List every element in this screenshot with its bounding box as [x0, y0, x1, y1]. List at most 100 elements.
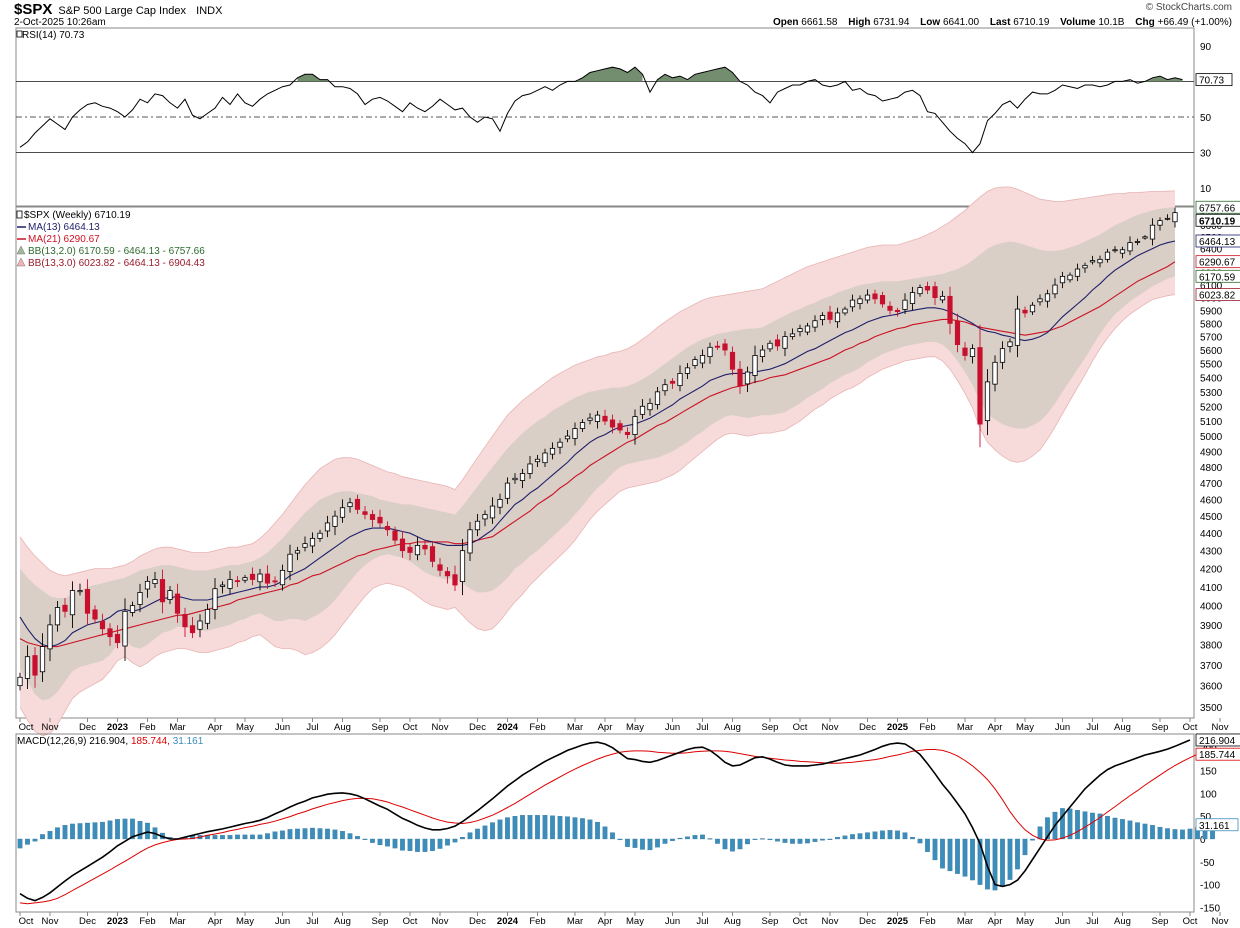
macd-histogram-bar [1075, 810, 1080, 840]
candle-body [459, 550, 466, 583]
candle-body [339, 507, 346, 518]
macd-histogram-bar [632, 838, 638, 848]
candle-body [482, 514, 488, 520]
macd-histogram-bar [842, 835, 848, 840]
candle-body [677, 373, 683, 386]
candle-body [159, 579, 166, 603]
candle-body [137, 592, 143, 605]
rsi-legend: RSI(14) 70.73 [22, 30, 85, 41]
candle-body [819, 315, 826, 321]
macd-histogram-bar [550, 815, 555, 840]
candle-body [309, 538, 316, 547]
rsi-ytick: 30 [1200, 149, 1212, 160]
macd-histogram-bar [400, 838, 405, 851]
macd-xaxis-label: Oct [403, 916, 418, 927]
macd-xaxis-label: Feb [139, 916, 155, 927]
candle-body [669, 380, 676, 384]
macd-histogram-bar [707, 838, 713, 840]
macd-xaxis-label: Apr [208, 916, 223, 927]
price-ytick: 5000 [1200, 432, 1223, 443]
candle-body [609, 419, 616, 428]
candle-body [107, 628, 113, 638]
candle-body [992, 361, 998, 385]
candle-body [542, 452, 548, 464]
macd-histogram-bar [475, 828, 480, 840]
candle-body [1059, 275, 1066, 284]
candle-body [519, 473, 526, 481]
candle-body [587, 417, 593, 421]
candle-body [167, 590, 173, 600]
candle-body [212, 588, 218, 610]
macd-histogram-bar [62, 825, 68, 840]
price-xaxis-label: Mar [169, 722, 185, 733]
macd-histogram-bar [565, 816, 570, 840]
macd-signal-line [19, 749, 1198, 905]
macd-histogram-bar [467, 832, 473, 840]
price-right-label-box [1195, 234, 1240, 248]
macd-histogram-bar [340, 831, 345, 840]
macd-histogram-bar [767, 838, 773, 841]
price-xaxis-label: Nov [1212, 722, 1229, 733]
macd-histogram-bar [917, 838, 923, 844]
candle-body [579, 422, 586, 429]
bb3-lower-line [19, 294, 1176, 737]
price-legend-entry: MA(21) 6290.67 [28, 234, 100, 245]
candle-body [92, 609, 98, 620]
macd-legend-signal: 185.744, [131, 736, 173, 747]
candle-body [594, 414, 601, 422]
candle-body [954, 320, 961, 346]
macd-histogram-bar [700, 834, 705, 840]
macd-xaxis-label: Feb [919, 916, 935, 927]
candle-body [782, 336, 788, 349]
price-ytick: 3900 [1200, 621, 1223, 632]
candle-body [362, 511, 368, 515]
candle-body [759, 349, 766, 358]
price-xaxis-label: Aug [334, 722, 351, 733]
candle-body [872, 293, 878, 300]
price-ytick: 6400 [1200, 245, 1223, 256]
macd-xaxis-label: Jun [665, 916, 680, 927]
candle-body [399, 538, 406, 552]
candle-body [414, 545, 421, 556]
price-ytick: 5600 [1200, 346, 1223, 357]
macd-histogram-bar [932, 838, 938, 861]
candle-body [984, 381, 991, 422]
candle-body [564, 435, 571, 440]
macd-histogram-bar [302, 828, 308, 840]
high-value: 6731.94 [873, 17, 910, 28]
price-xaxis-label: May [236, 722, 254, 733]
price-xaxis-label: Feb [529, 722, 545, 733]
rsi-current-label: 70.73 [1199, 76, 1224, 87]
price-ytick: 4200 [1200, 565, 1223, 576]
candle-body [1014, 308, 1021, 346]
macd-histogram-bar [1022, 838, 1028, 856]
macd-histogram-bar [962, 838, 968, 877]
candle-body [377, 516, 383, 524]
macd-histogram-bar [25, 838, 30, 845]
macd-histogram-bar [32, 838, 38, 842]
macd-histogram-bar [557, 816, 563, 840]
candle-body [407, 546, 413, 553]
macd-histogram-bar [362, 838, 368, 840]
macd-xaxis-label: Sep [762, 916, 779, 927]
macd-histogram-bar [692, 835, 698, 840]
candle-body [1127, 242, 1133, 252]
candle-body [182, 614, 188, 628]
price-ytick: 5200 [1200, 402, 1223, 413]
macd-histogram-bar [392, 838, 398, 849]
price-xaxis-label: Feb [919, 722, 935, 733]
macd-histogram-bar [940, 838, 945, 869]
candle-body [1097, 258, 1103, 264]
price-right-label-box [1195, 288, 1240, 301]
candle-body [887, 305, 893, 311]
macd-xaxis-label: Apr [988, 916, 1003, 927]
macd-histogram-bar [212, 835, 218, 840]
macd-histogram-bar [377, 838, 383, 846]
candle-body [879, 295, 886, 305]
open-label: Open [772, 17, 799, 28]
macd-histogram-bar [287, 829, 293, 840]
candle-body [384, 525, 391, 531]
macd-histogram-bar [865, 832, 870, 840]
